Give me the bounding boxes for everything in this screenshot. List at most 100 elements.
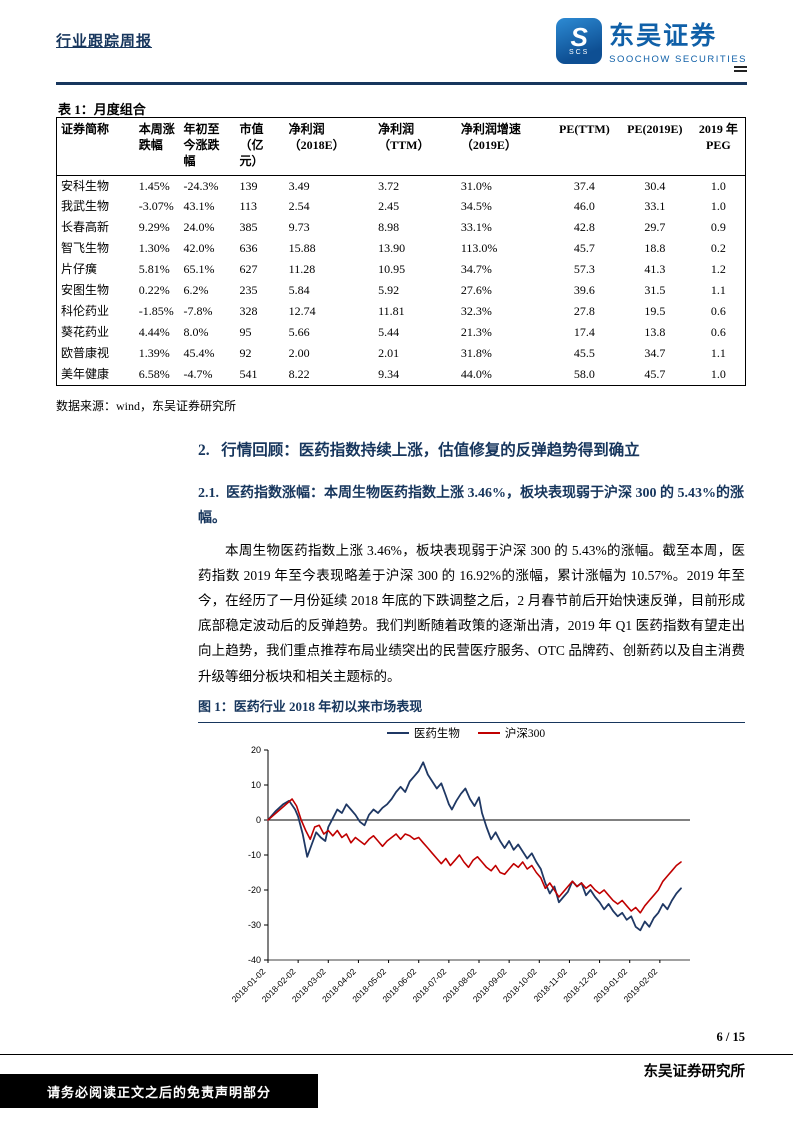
brand-logo-text: 东吴证券 SOOCHOW SECURITIES: [609, 16, 747, 65]
table-cell: 5.66: [288, 325, 310, 340]
table-cell: 1.0: [710, 178, 726, 193]
table-cell: 8.0%: [183, 325, 209, 340]
table-cell: 29.7: [644, 220, 666, 235]
table-cell: 10.95: [378, 262, 406, 277]
column-header: 市值（亿元）: [235, 117, 285, 176]
table-row: 美年健康 6.58% -4.7% 541 8.22 9.34 44.0% 58.0 45.7 1.…: [57, 364, 746, 385]
table-cell: 46.0: [573, 199, 595, 214]
table-cell: 32.3%: [460, 304, 492, 319]
table-cell: 18.8: [644, 241, 666, 256]
section-heading: 2. 行情回顾：医药指数持续上涨，估值修复的反弹趋势得到确立: [198, 442, 640, 459]
table-cell: -7.8%: [183, 304, 213, 319]
legend-swatch-csi300: [477, 731, 500, 735]
footer-org-name: 东吴证券研究所: [643, 1064, 746, 1080]
table-cell: 17.4: [573, 325, 595, 340]
report-type-label: 行业跟踪周报: [56, 34, 153, 50]
table-cell: 2.45: [378, 199, 400, 214]
brand-name-en: SOOCHOW SECURITIES: [609, 54, 747, 65]
table-cell: 235: [239, 283, 258, 298]
table-cell: -1.85%: [138, 304, 174, 319]
brand-name: 东吴证券: [609, 23, 718, 50]
body-paragraph: 本周生物医药指数上涨 3.46%，板块表现弱于沪深 300 的 5.43%的涨幅…: [198, 543, 745, 684]
table-cell: 13.8: [644, 325, 666, 340]
series-line-沪深300: [267, 798, 682, 914]
table-cell: 9.29%: [138, 220, 170, 235]
legend-item-pharma: 医药生物: [386, 725, 460, 741]
table-row: 科伦药业 -1.85% -7.8% 328 12.74 11.81 32.3% 27.8 19.…: [57, 301, 746, 322]
table-cell: 31.5: [644, 283, 666, 298]
table-cell: 1.0: [710, 367, 726, 382]
figure-caption: 图 1：医药行业 2018 年初以来市场表现: [198, 696, 745, 723]
legend-label: 医药生物: [413, 728, 460, 740]
table-cell: 627: [239, 262, 258, 277]
y-tick-label: 10: [251, 780, 261, 790]
table-cell: 9.34: [378, 367, 400, 382]
table-cell: 2.54: [288, 199, 310, 214]
table-row: 长春高新 9.29% 24.0% 385 9.73 8.98 33.1% 42.8 29.7 0.…: [57, 217, 746, 238]
table-cell: 智飞生物: [61, 241, 110, 256]
table-cell: 92: [239, 346, 252, 361]
table-cell: -3.07%: [138, 199, 174, 214]
table-cell: 3.49: [288, 178, 310, 193]
table-cell: 11.28: [288, 262, 316, 277]
table-cell: 6.58%: [138, 367, 170, 382]
table-cell: 我武生物: [61, 199, 110, 214]
table-cell: 33.1: [644, 199, 666, 214]
series-line-医药生物: [267, 761, 682, 932]
table-cell: 33.1%: [460, 220, 492, 235]
table-cell: 57.3: [573, 262, 595, 277]
table-cell: 42.8: [573, 220, 595, 235]
brand-logo: S SCS 东吴证券 SOOCHOW SECURITIES: [556, 16, 747, 65]
table-header-row: 证券简称 本周涨跌幅 年初至今涨跌幅 市值（亿元） 净利润（2018E） 净利润（TTM）…: [56, 117, 746, 176]
table-cell: 34.7: [644, 346, 666, 361]
table-cell: 6.2%: [183, 283, 209, 298]
table-cell: 3.72: [378, 178, 400, 193]
table-row: 智飞生物 1.30% 42.0% 636 15.88 13.90 113.0% 45.7 18.…: [57, 238, 746, 259]
table-cell: 328: [239, 304, 258, 319]
table-cell: 65.1%: [183, 262, 215, 277]
table-cell: 1.1: [710, 346, 726, 361]
table-row: 我武生物 -3.07% 43.1% 113 2.54 2.45 34.5% 46.0 33.1 1…: [57, 196, 746, 217]
table-cell: 1.2: [710, 262, 726, 277]
table-cell: 45.7: [573, 241, 595, 256]
logo-s-glyph: S: [570, 22, 588, 52]
table-cell: 科伦药业: [61, 304, 110, 319]
table-cell: 1.1: [710, 283, 726, 298]
table-cell: 0.2: [710, 241, 726, 256]
table-cell: 37.4: [573, 178, 595, 193]
column-header: 净利润（TTM）: [374, 117, 457, 176]
table-cell: 21.3%: [460, 325, 492, 340]
header-rule: [56, 82, 747, 85]
table-cell: 58.0: [573, 367, 595, 382]
table-cell: 385: [239, 220, 258, 235]
subsection-heading: 2.1. 医药指数涨幅：本周生物医药指数上涨 3.46%，板块表现弱于沪深 30…: [198, 486, 744, 526]
table-cell: 39.6: [573, 283, 595, 298]
table-cell: 长春高新: [61, 220, 110, 235]
table-cell: 43.1%: [183, 199, 215, 214]
table-cell: 4.44%: [138, 325, 170, 340]
table-cell: 1.39%: [138, 346, 170, 361]
table-cell: 8.22: [288, 367, 310, 382]
table-cell: -4.7%: [183, 367, 213, 382]
table-cell: 5.92: [378, 283, 400, 298]
column-header: PE(TTM): [550, 117, 618, 176]
table-cell: 24.0%: [183, 220, 215, 235]
brand-logo-icon: S SCS: [556, 17, 603, 64]
table-cell: 41.3: [644, 262, 666, 277]
table-cell: 5.81%: [138, 262, 170, 277]
legend-swatch-pharma: [386, 731, 409, 735]
y-tick-label: -40: [248, 955, 261, 965]
table-cell: 葵花药业: [61, 325, 110, 340]
table-cell: 片仔癀: [61, 262, 98, 277]
footer-rule: [0, 1054, 793, 1055]
table-row: 欧普康视 1.39% 45.4% 92 2.00 2.01 31.8% 45.5 34.7 1.1: [57, 343, 746, 364]
table-cell: 15.88: [288, 241, 316, 256]
table-row: 片仔癀 5.81% 65.1% 627 11.28 10.95 34.7% 57.3 41.3 1…: [57, 259, 746, 280]
table-cell: 0.6: [710, 304, 726, 319]
y-tick-label: 20: [251, 745, 261, 755]
column-header: 证券简称: [56, 117, 135, 176]
disclaimer-banner: 请务必阅读正文之后的免责声明部分: [0, 1074, 318, 1108]
legend-label: 沪深300: [504, 728, 546, 740]
table-cell: 安科生物: [61, 178, 110, 193]
table-cell: 34.5%: [460, 199, 492, 214]
